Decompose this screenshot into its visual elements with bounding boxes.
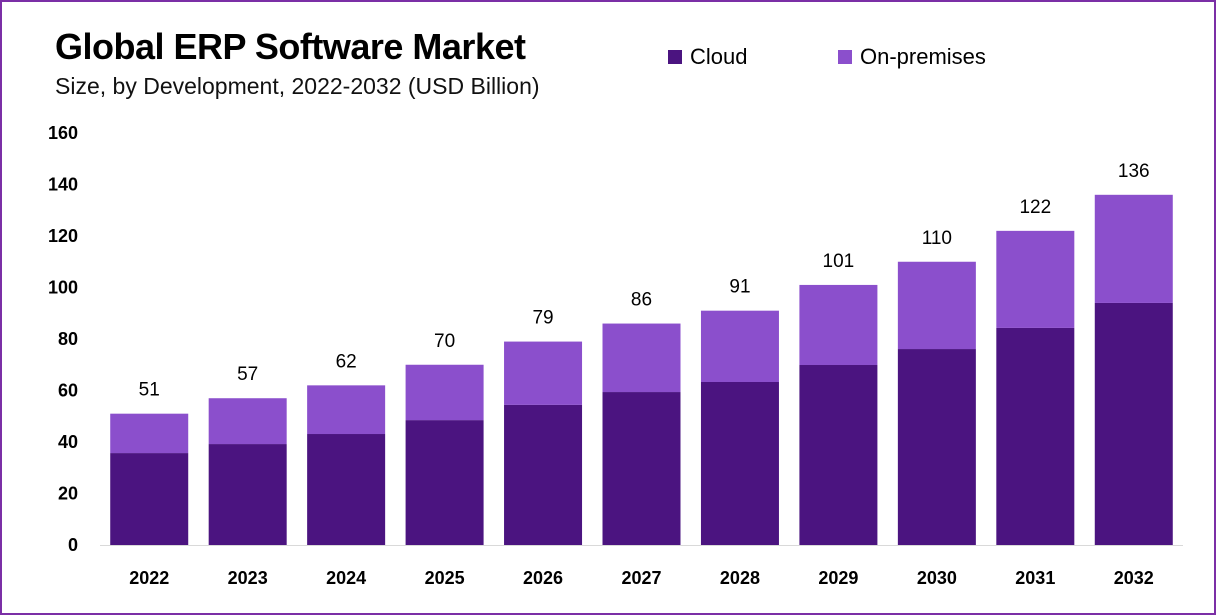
legend-label-cloud: Cloud	[690, 44, 748, 69]
y-tick-label: 140	[48, 175, 78, 195]
bar-on-premises-2022	[110, 413, 189, 454]
y-tick-label: 160	[48, 123, 78, 143]
data-label-total: 51	[139, 380, 160, 401]
bar-cloud-2027	[602, 392, 681, 545]
y-tick-label: 0	[68, 535, 78, 555]
bar-on-premises-2024	[307, 385, 386, 435]
bar-cloud-2024	[307, 434, 386, 545]
x-tick-label: 2030	[917, 568, 957, 588]
data-label-total: 110	[922, 228, 952, 249]
y-tick-label: 80	[58, 329, 78, 349]
y-tick-label: 60	[58, 381, 78, 401]
x-tick-label: 2022	[129, 568, 169, 588]
data-label-total: 62	[336, 351, 357, 372]
bar-cloud-2023	[208, 444, 287, 545]
bar-cloud-2026	[504, 404, 583, 545]
data-label-total: 101	[823, 251, 855, 272]
bar-cloud-2030	[897, 349, 976, 545]
x-tick-label: 2028	[720, 568, 760, 588]
y-tick-label: 120	[48, 226, 78, 246]
data-label-total: 70	[434, 331, 455, 352]
legend-item-cloud: Cloud	[668, 44, 747, 70]
legend-swatch-cloud	[668, 50, 682, 64]
x-tick-label: 2029	[818, 568, 858, 588]
data-label-total: 91	[729, 277, 750, 298]
bar-cloud-2032	[1094, 302, 1173, 545]
bar-cloud-2029	[799, 365, 878, 545]
y-tick-label: 100	[48, 278, 78, 298]
x-tick-label: 2032	[1114, 568, 1154, 588]
bar-on-premises-2029	[799, 284, 878, 366]
bar-on-premises-2023	[208, 398, 287, 445]
x-tick-label: 2023	[228, 568, 268, 588]
bar-on-premises-2025	[405, 364, 484, 421]
y-tick-label: 40	[58, 432, 78, 452]
chart-title: Global ERP Software Market	[55, 26, 526, 67]
bar-cloud-2031	[996, 327, 1075, 545]
chart-subtitle: Size, by Development, 2022-2032 (USD Bil…	[55, 73, 540, 99]
x-tick-label: 2027	[621, 568, 661, 588]
bar-cloud-2025	[405, 420, 484, 545]
data-label-total: 86	[631, 290, 652, 311]
y-tick-label: 20	[58, 484, 78, 504]
bar-cloud-2028	[700, 382, 779, 545]
bar-cloud-2022	[110, 453, 189, 545]
x-tick-label: 2031	[1015, 568, 1055, 588]
bar-on-premises-2030	[897, 261, 976, 350]
bar-on-premises-2032	[1094, 194, 1173, 303]
data-label-total: 57	[237, 364, 258, 385]
x-tick-label: 2024	[326, 568, 366, 588]
legend-item-on-premises: On-premises	[838, 44, 986, 70]
x-tick-label: 2025	[425, 568, 465, 588]
data-label-total: 122	[1019, 197, 1051, 218]
legend-label-on-premises: On-premises	[860, 44, 986, 69]
data-label-total: 136	[1118, 161, 1150, 182]
data-label-total: 79	[532, 308, 553, 329]
legend-swatch-on-premises	[838, 50, 852, 64]
bar-on-premises-2028	[700, 310, 779, 383]
x-tick-label: 2026	[523, 568, 563, 588]
bar-on-premises-2031	[996, 230, 1075, 328]
bar-on-premises-2026	[504, 341, 583, 405]
bar-on-premises-2027	[602, 323, 681, 393]
